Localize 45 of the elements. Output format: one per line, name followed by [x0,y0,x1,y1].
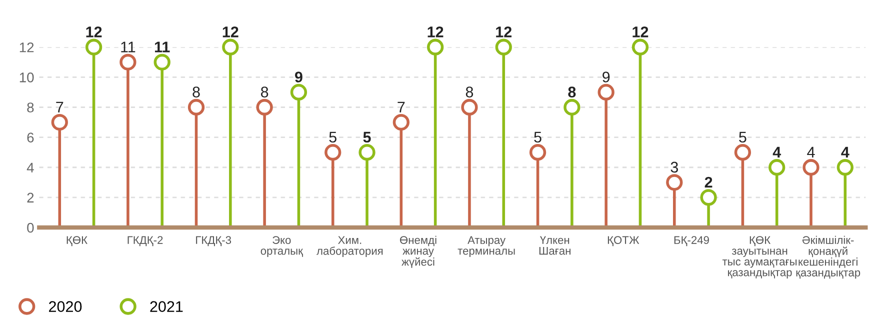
y-tick-label: 2 [27,192,34,202]
x-tick-label: Атырау терминалы [458,236,515,257]
data-label: 8 [260,86,268,98]
x-tick-label: ҚОТЖ [608,236,640,246]
data-label: 12 [632,26,648,38]
data-label: 9 [602,72,610,82]
legend-label: 2021 [150,301,183,312]
data-label: 7 [398,102,405,112]
data-label: 5 [534,132,542,143]
data-label: 8 [466,86,474,98]
data-label: 4 [841,146,850,158]
x-tick-label: БҚ-249 [674,236,709,246]
data-label: 8 [568,86,576,98]
data-label: 5 [363,132,371,143]
y-tick-label: 0 [27,222,34,233]
y-tick-label: 4 [26,162,34,172]
x-tick-label: Әкімшілік- қонақүй кешеніндегі қазандықтар [796,236,860,279]
data-label: 12 [222,26,238,38]
data-label: 4 [807,146,815,158]
x-tick-label: ГКДҚ-3 [196,236,232,246]
data-label: 4 [772,146,782,158]
data-label: 5 [739,132,746,143]
x-tick-label: ҚӨК зауытынан тыс аумақтағы қазандықтар [722,236,797,278]
x-tick-label: ГКДҚ-2 [128,236,163,246]
y-tick-label: 6 [27,132,34,142]
x-tick-label: Өнемді жинау жүйесі [400,236,436,268]
data-label: 8 [192,86,200,98]
data-label: 12 [428,26,444,38]
x-tick-label: ҚӨК [66,236,88,246]
data-label: 11 [121,42,136,52]
y-tick-label: 8 [27,102,34,112]
data-label: 2 [704,176,712,188]
y-tick-label: 12 [20,42,34,52]
data-label: 7 [56,102,64,112]
data-label: 9 [294,72,302,82]
data-label: 11 [154,42,170,52]
x-tick-label: Үлкен Шаған [539,236,570,255]
data-label: 3 [670,162,678,173]
data-label: 12 [86,26,102,38]
y-tick-label: 10 [20,72,34,82]
legend-label: 2020 [49,301,82,312]
x-tick-label: Хим. лаборатория [316,236,383,258]
data-label: 5 [329,132,336,143]
data-label: 12 [496,26,512,38]
x-tick-label: Эко орталық [260,236,303,257]
